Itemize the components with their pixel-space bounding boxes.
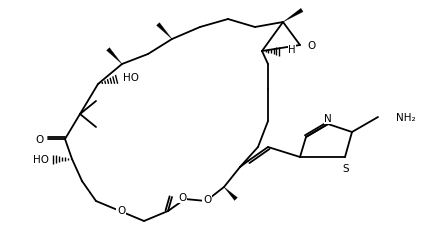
Text: O: O <box>36 134 44 144</box>
Text: N: N <box>324 114 332 123</box>
Text: O: O <box>307 41 315 51</box>
Text: HO: HO <box>123 73 139 83</box>
Text: O: O <box>178 192 186 202</box>
Text: HO: HO <box>33 154 49 164</box>
Polygon shape <box>283 9 303 23</box>
Polygon shape <box>157 24 172 40</box>
Text: NH₂: NH₂ <box>396 113 416 122</box>
Polygon shape <box>224 187 238 200</box>
Text: H: H <box>288 45 296 55</box>
Text: O: O <box>117 205 125 215</box>
Text: O: O <box>203 194 211 204</box>
Polygon shape <box>106 48 122 65</box>
Text: S: S <box>343 163 349 173</box>
